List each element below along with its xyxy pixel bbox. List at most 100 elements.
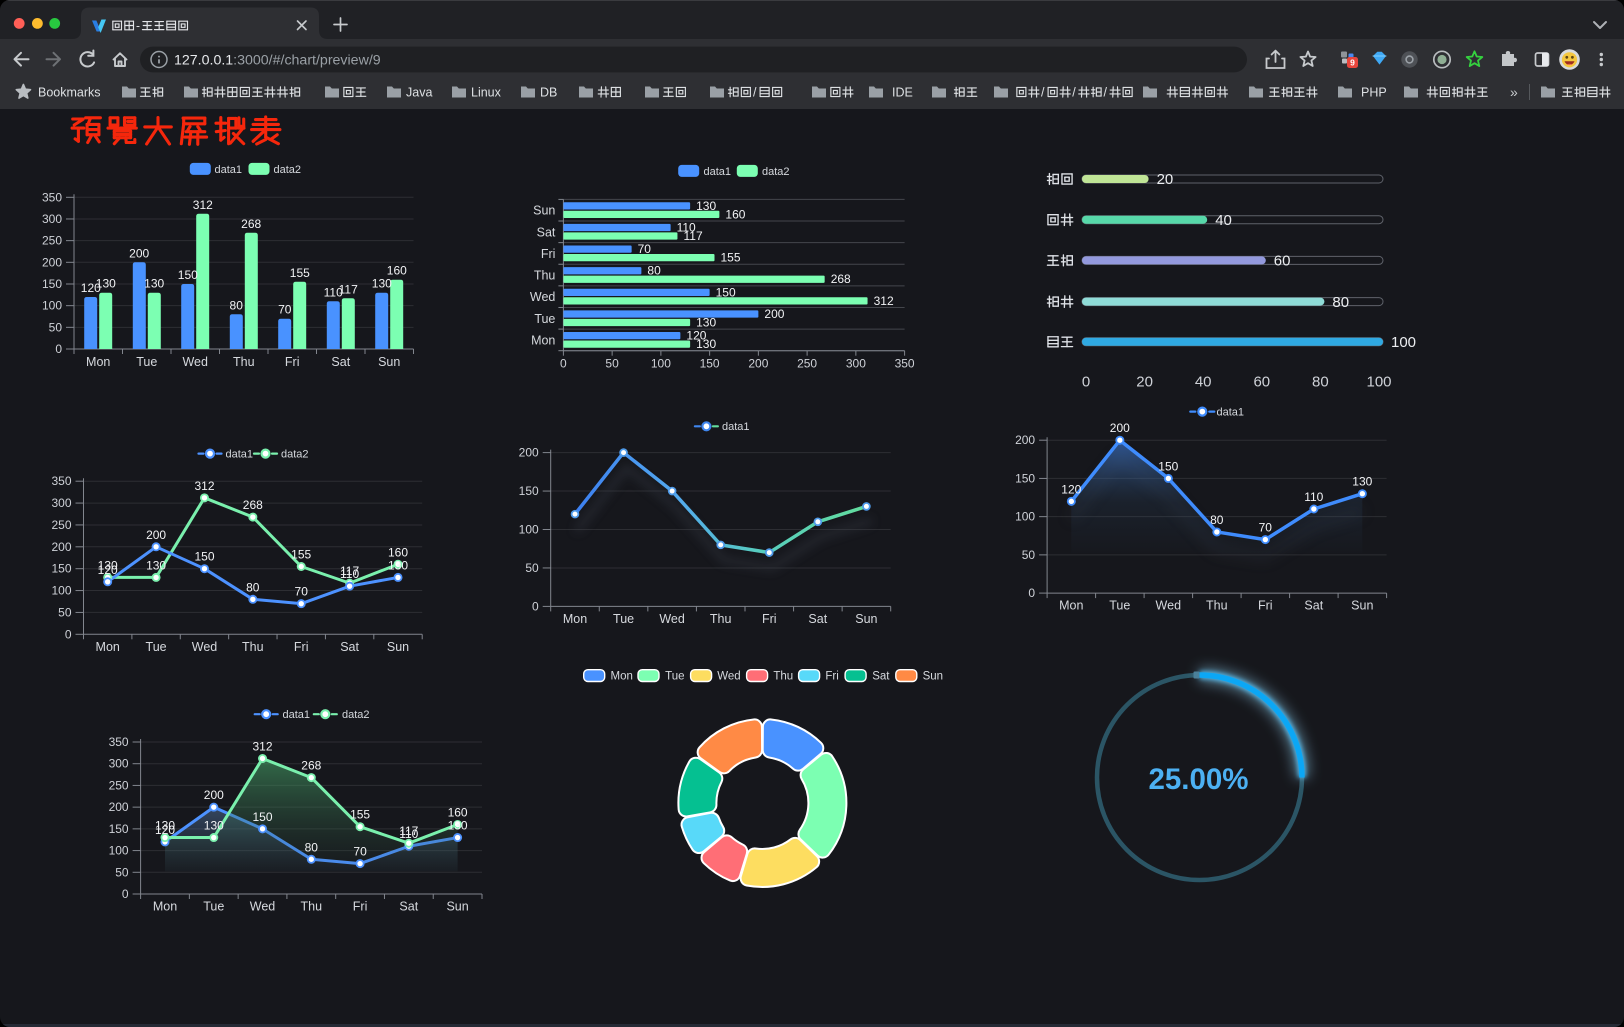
- svg-text:Fri: Fri: [762, 612, 777, 626]
- svg-text:110: 110: [324, 285, 343, 299]
- svg-text:Sun: Sun: [533, 204, 555, 218]
- svg-text:150: 150: [700, 357, 720, 371]
- svg-text:100: 100: [51, 584, 71, 598]
- svg-text:200: 200: [1015, 433, 1035, 447]
- svg-text:Fri: Fri: [353, 900, 368, 914]
- svg-text:»: »: [1510, 84, 1518, 100]
- svg-text:110: 110: [340, 567, 359, 581]
- svg-text:150: 150: [51, 562, 71, 576]
- svg-text:/: /: [1041, 85, 1045, 99]
- svg-text:PHP: PHP: [1361, 86, 1387, 100]
- svg-text:40: 40: [1195, 374, 1212, 391]
- svg-text:Fri: Fri: [1258, 599, 1273, 613]
- svg-text:117: 117: [684, 229, 703, 243]
- svg-text:Thu: Thu: [773, 671, 793, 683]
- svg-text:130: 130: [146, 558, 166, 572]
- svg-text:120: 120: [686, 329, 706, 343]
- svg-text:50: 50: [1022, 548, 1036, 562]
- svg-text:Wed: Wed: [717, 671, 740, 683]
- svg-text:250: 250: [797, 357, 817, 371]
- svg-text:data1: data1: [722, 421, 750, 433]
- svg-text:130: 130: [144, 277, 164, 291]
- svg-text:300: 300: [846, 357, 866, 371]
- svg-text:Mon: Mon: [96, 640, 120, 654]
- svg-text:110: 110: [399, 827, 418, 841]
- svg-text:350: 350: [895, 357, 915, 371]
- svg-text:Sat: Sat: [331, 355, 350, 369]
- svg-text:Sat: Sat: [1304, 599, 1323, 613]
- svg-text:Wed: Wed: [530, 290, 556, 304]
- svg-text:50: 50: [605, 357, 619, 371]
- svg-text:Sat: Sat: [872, 671, 890, 683]
- svg-text:100: 100: [109, 844, 129, 858]
- svg-text:Mon: Mon: [1059, 599, 1083, 613]
- svg-text:/: /: [1104, 85, 1108, 99]
- svg-text:100: 100: [1015, 510, 1035, 524]
- svg-text:312: 312: [194, 479, 214, 493]
- svg-text:Linux: Linux: [471, 86, 502, 100]
- svg-text:70: 70: [638, 242, 652, 256]
- svg-text:0: 0: [1028, 586, 1035, 600]
- svg-text:268: 268: [301, 759, 321, 773]
- svg-text:150: 150: [1158, 459, 1178, 473]
- svg-text:60: 60: [1274, 253, 1291, 270]
- svg-text:DB: DB: [540, 86, 557, 100]
- svg-text:70: 70: [278, 303, 292, 317]
- svg-text:117: 117: [399, 824, 418, 838]
- svg-text:100: 100: [42, 299, 62, 313]
- svg-text:312: 312: [193, 198, 213, 212]
- svg-text:160: 160: [387, 264, 407, 278]
- svg-text:Wed: Wed: [1156, 599, 1182, 613]
- svg-text:350: 350: [42, 190, 62, 204]
- svg-text:Fri: Fri: [285, 355, 300, 369]
- svg-text:Thu: Thu: [233, 355, 255, 369]
- svg-text:Tue: Tue: [146, 640, 167, 654]
- svg-text:Thu: Thu: [242, 640, 264, 654]
- svg-text:127.0.0.1:3000/#/chart/preview: 127.0.0.1:3000/#/chart/preview/9: [174, 52, 381, 68]
- svg-text:80: 80: [1332, 294, 1349, 311]
- svg-text:Tue: Tue: [665, 671, 684, 683]
- svg-text:268: 268: [241, 217, 261, 231]
- svg-text:Sun: Sun: [855, 612, 877, 626]
- svg-text:117: 117: [339, 282, 358, 296]
- svg-text:Sat: Sat: [808, 612, 827, 626]
- svg-text:Mon: Mon: [86, 355, 110, 369]
- svg-text:130: 130: [96, 277, 116, 291]
- svg-text:150: 150: [1015, 471, 1035, 485]
- svg-text:50: 50: [58, 605, 72, 619]
- svg-text:130: 130: [696, 337, 716, 351]
- svg-text:80: 80: [647, 264, 661, 278]
- svg-text:200: 200: [129, 246, 149, 260]
- svg-text:Sat: Sat: [537, 225, 556, 239]
- svg-text:80: 80: [230, 298, 244, 312]
- svg-text:150: 150: [252, 810, 272, 824]
- svg-text:160: 160: [388, 545, 408, 559]
- svg-text:Sun: Sun: [387, 640, 409, 654]
- svg-text:200: 200: [42, 255, 62, 269]
- svg-text:data2: data2: [281, 449, 309, 461]
- svg-text:0: 0: [65, 627, 72, 641]
- svg-text:Fri: Fri: [541, 247, 556, 261]
- svg-text:data1: data1: [704, 166, 732, 178]
- svg-text:100: 100: [1391, 334, 1416, 351]
- svg-text:100: 100: [519, 523, 539, 537]
- svg-text:Mon: Mon: [531, 333, 555, 347]
- svg-text:Thu: Thu: [301, 900, 323, 914]
- svg-text:130: 130: [696, 199, 716, 213]
- svg-text:130: 130: [204, 819, 224, 833]
- svg-text:200: 200: [1110, 421, 1130, 435]
- svg-text:Thu: Thu: [1206, 599, 1228, 613]
- svg-text:130: 130: [372, 277, 392, 291]
- svg-text:data1: data1: [226, 449, 254, 461]
- svg-text:70: 70: [1259, 521, 1273, 535]
- svg-text:50: 50: [525, 561, 539, 575]
- svg-text:100: 100: [651, 357, 671, 371]
- svg-text:0: 0: [1082, 374, 1090, 391]
- svg-text:80: 80: [1312, 374, 1329, 391]
- svg-text:155: 155: [721, 251, 741, 265]
- svg-text:300: 300: [42, 212, 62, 226]
- svg-text:0: 0: [560, 357, 567, 371]
- svg-text:110: 110: [677, 221, 696, 235]
- svg-text:Fri: Fri: [294, 640, 309, 654]
- svg-text:data1: data1: [215, 164, 243, 176]
